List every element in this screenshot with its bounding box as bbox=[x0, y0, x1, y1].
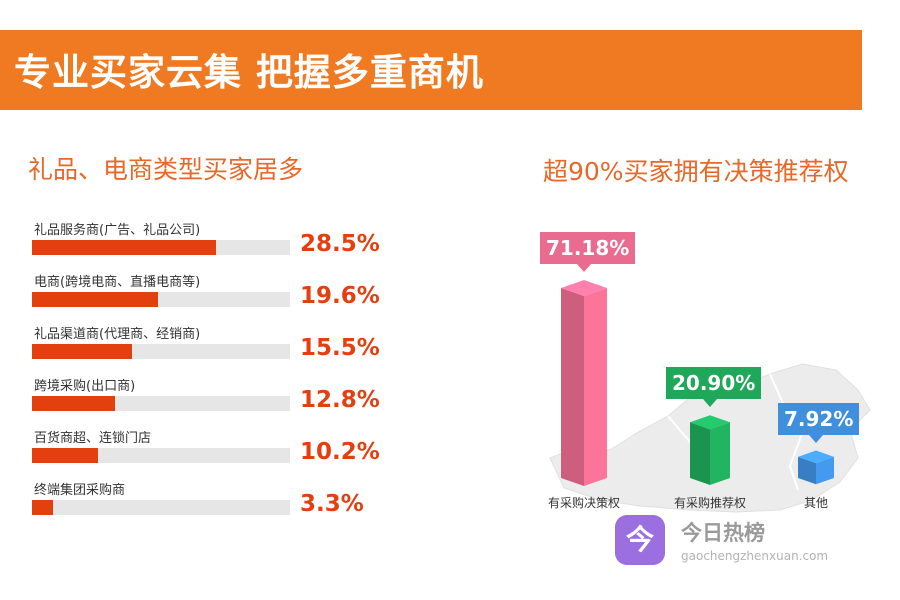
watermark-logo-icon: 今 bbox=[615, 515, 665, 565]
bar-value-label: 19.6% bbox=[300, 283, 380, 309]
bar-row: 礼品渠道商(代理商、经销商) 15.5% bbox=[32, 323, 392, 371]
bar-track bbox=[32, 292, 290, 307]
bar-category-label: 电商(跨境电商、直播电商等) bbox=[34, 275, 201, 290]
column-category-label: 其他 bbox=[804, 496, 829, 510]
bar bbox=[32, 448, 98, 463]
column-category-label: 有采购推荐权 bbox=[674, 496, 747, 510]
bar-track bbox=[32, 344, 290, 359]
right-chart-title: 超90%买家拥有决策推荐权 bbox=[543, 157, 849, 186]
left-chart-title: 礼品、电商类型买家居多 bbox=[28, 155, 304, 184]
bar bbox=[32, 344, 132, 359]
bar-value-label: 3.3% bbox=[300, 491, 364, 517]
bar-track bbox=[32, 500, 290, 515]
bar bbox=[32, 500, 53, 515]
bar-value-label: 15.5% bbox=[300, 335, 380, 361]
bar-track bbox=[32, 396, 290, 411]
bar-row: 跨境采购(出口商) 12.8% bbox=[32, 375, 392, 423]
column bbox=[690, 415, 730, 485]
banner-title: 专业买家云集 把握多重商机 bbox=[14, 51, 484, 94]
column-label-pointer bbox=[577, 263, 591, 272]
bar-value-label: 10.2% bbox=[300, 439, 380, 465]
bar-row: 百货商超、连锁门店 10.2% bbox=[32, 427, 392, 475]
column-label-pointer bbox=[703, 399, 717, 408]
bar-category-label: 跨境采购(出口商) bbox=[34, 379, 136, 394]
column-label-pointer bbox=[809, 434, 823, 443]
column-value-label: 7.92% bbox=[778, 402, 860, 435]
bar-track bbox=[32, 240, 290, 255]
bar-value-label: 12.8% bbox=[300, 387, 380, 413]
column-value-label: 71.18% bbox=[540, 231, 636, 264]
bar-row: 礼品服务商(广告、礼品公司) 28.5% bbox=[32, 219, 392, 267]
bar-category-label: 终端集团采购商 bbox=[34, 483, 126, 498]
columns-layer bbox=[561, 279, 834, 487]
column bbox=[798, 450, 834, 485]
watermark-name: 今日热榜 bbox=[681, 521, 765, 545]
bar bbox=[32, 240, 216, 255]
watermark: 今 今日热榜 gaochengzhenxuan.com bbox=[615, 515, 855, 567]
column-value-label: 20.90% bbox=[666, 367, 762, 400]
watermark-url: gaochengzhenxuan.com bbox=[681, 549, 829, 563]
bar-category-label: 礼品服务商(广告、礼品公司) bbox=[34, 223, 201, 238]
bar-value-label: 28.5% bbox=[300, 231, 380, 257]
column-category-label: 有采购决策权 bbox=[548, 496, 621, 510]
bar-row: 终端集团采购商 3.3% bbox=[32, 479, 392, 527]
column bbox=[561, 279, 607, 487]
header-banner: 专业买家云集 把握多重商机 bbox=[0, 30, 862, 110]
bar bbox=[32, 396, 115, 411]
bar-category-label: 礼品渠道商(代理商、经销商) bbox=[34, 327, 201, 342]
bar-category-label: 百货商超、连锁门店 bbox=[34, 431, 152, 446]
bar-row: 电商(跨境电商、直播电商等) 19.6% bbox=[32, 271, 392, 319]
bar bbox=[32, 292, 158, 307]
decision-power-chart: 71.18% 有采购决策权 20.90% 有采购推荐权 7.92% 其他 bbox=[540, 220, 885, 520]
bar-track bbox=[32, 448, 290, 463]
